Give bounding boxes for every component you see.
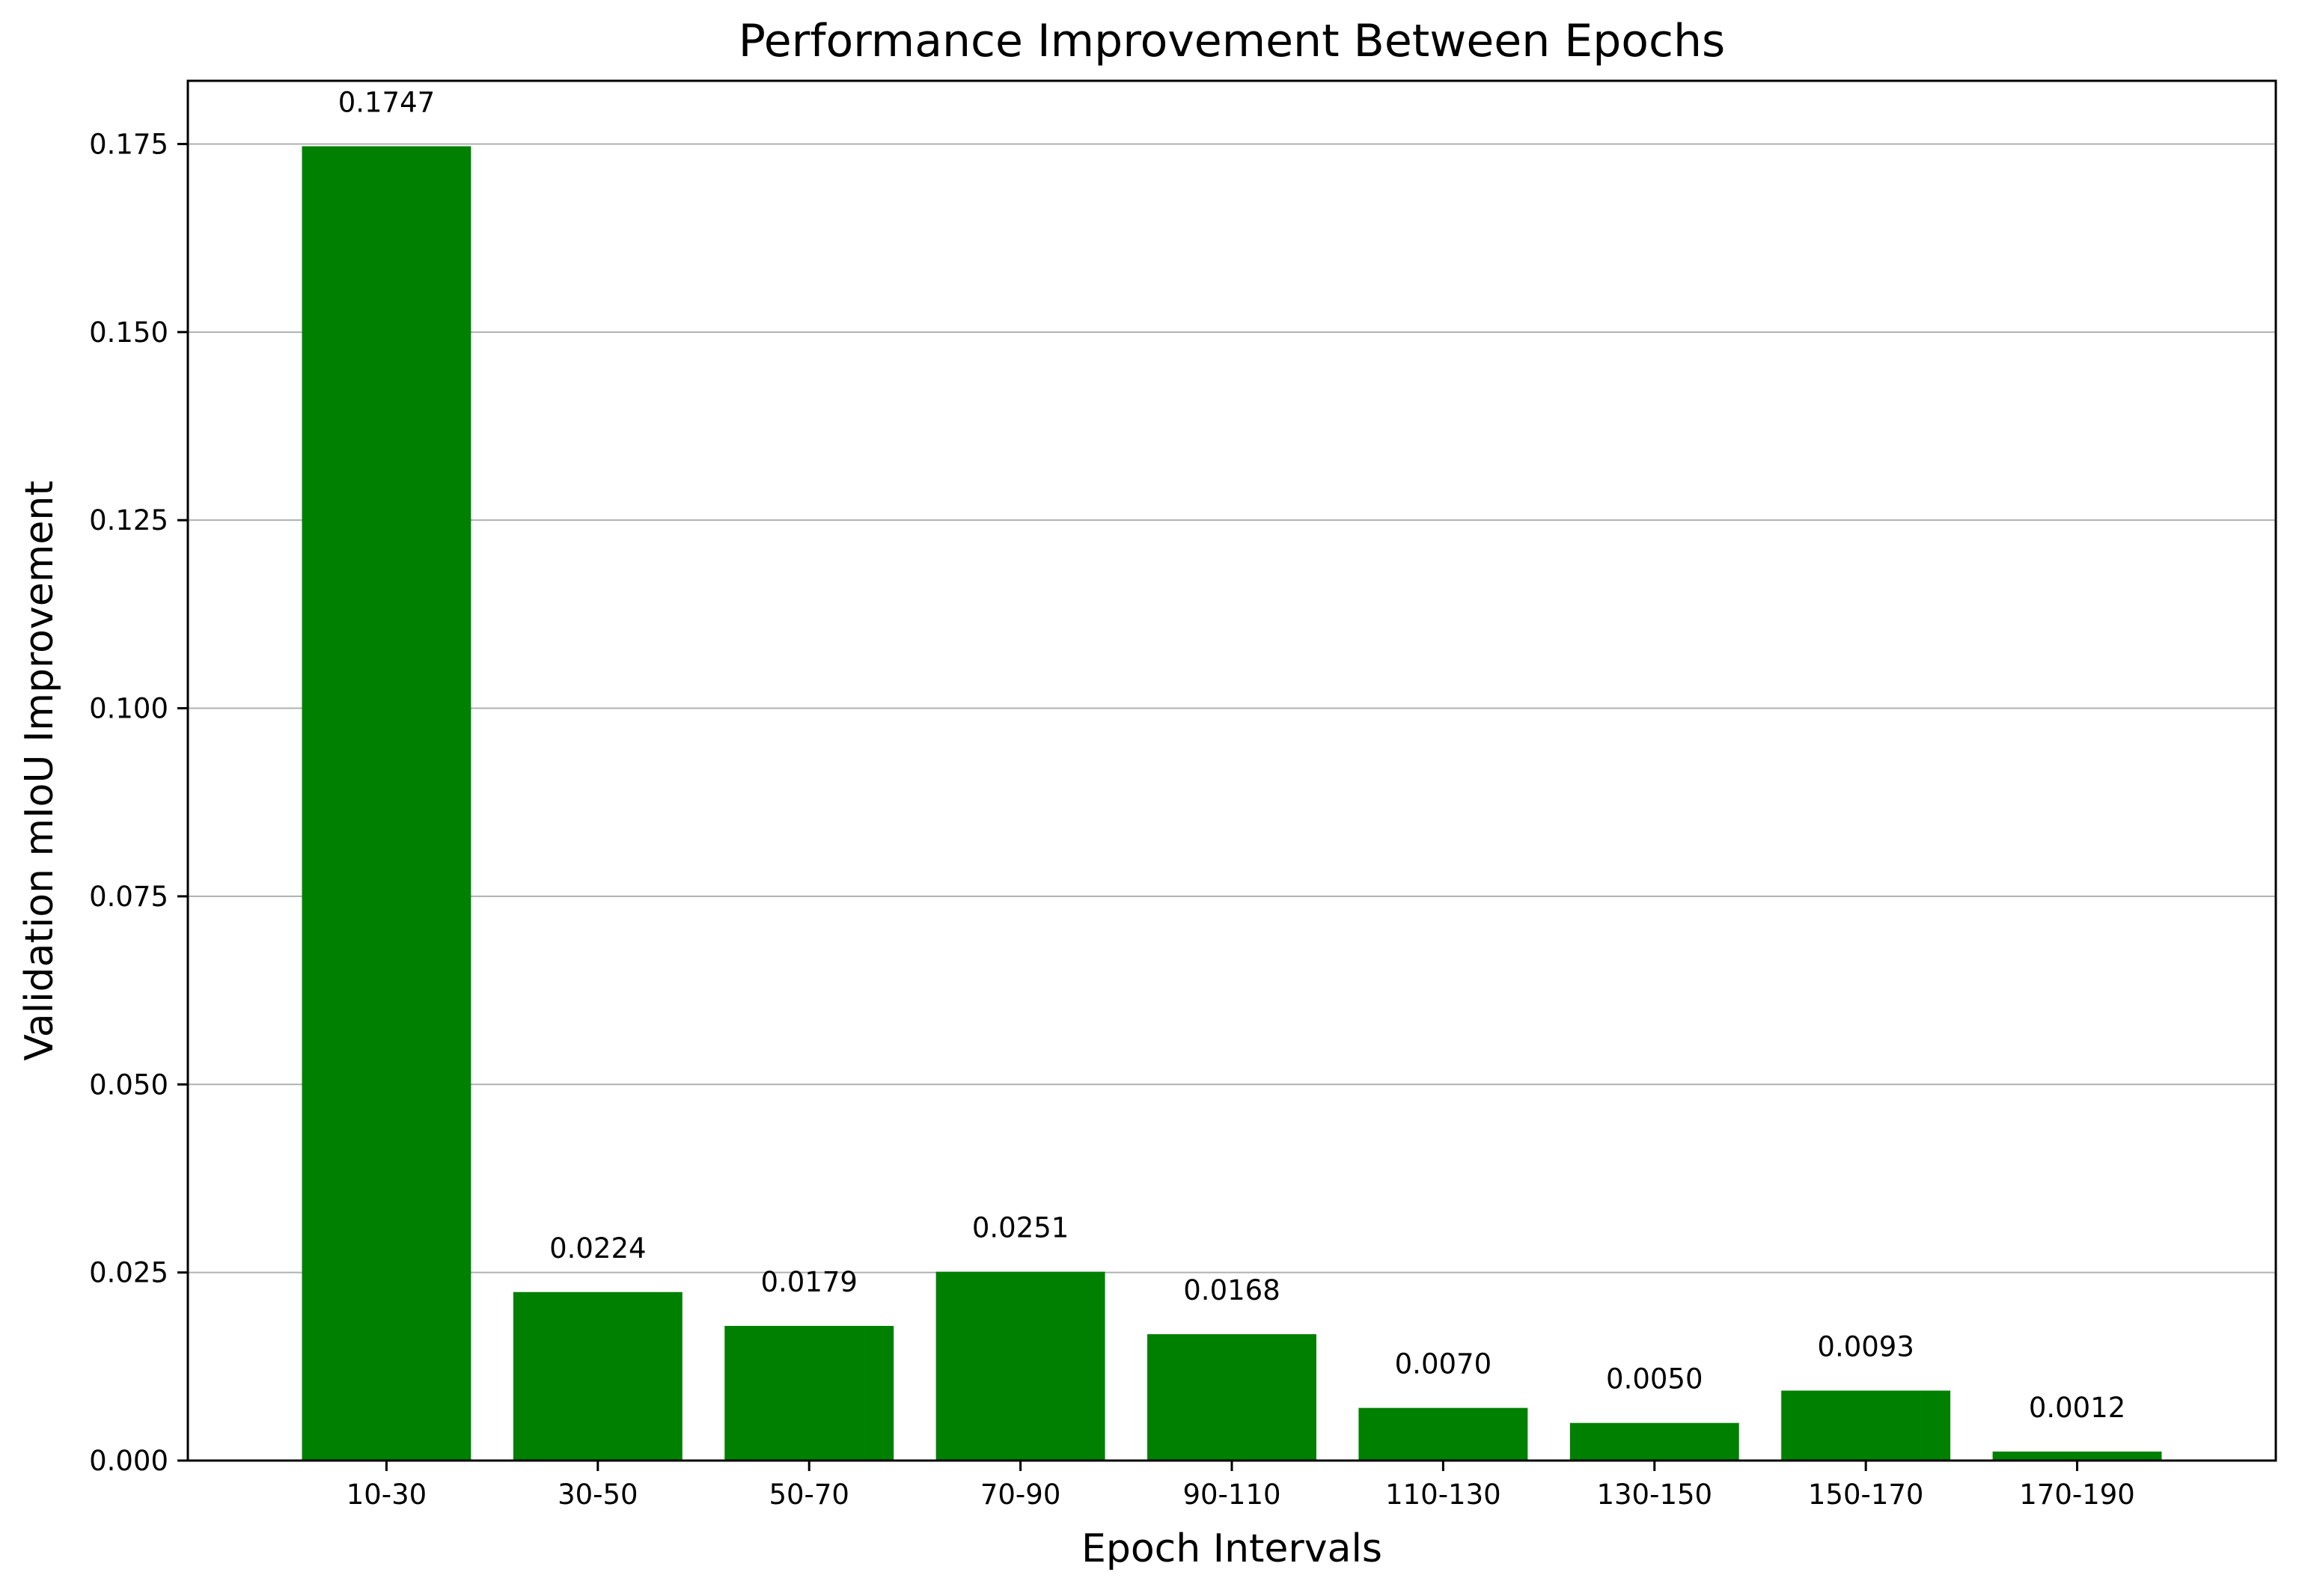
bar-value-label: 0.0224: [549, 1232, 646, 1265]
bar-value-label: 0.0251: [972, 1212, 1069, 1244]
gridlines: [188, 143, 2276, 1274]
bar-170-190: [1992, 1451, 2162, 1461]
bar-value-label: 0.0050: [1606, 1363, 1703, 1395]
bar-50-70: [724, 1326, 894, 1461]
y-tick-label: 0.050: [89, 1068, 168, 1101]
x-tick-label: 50-70: [769, 1479, 849, 1511]
bars: [302, 146, 2162, 1461]
bar-value-label: 0.0012: [2029, 1392, 2125, 1424]
y-tick-label: 0.150: [89, 317, 168, 349]
y-tick-label: 0.100: [89, 693, 168, 725]
x-tick-label: 70-90: [980, 1479, 1061, 1511]
bar-value-label: 0.0070: [1395, 1348, 1492, 1381]
bar-30-50: [513, 1291, 683, 1461]
bar-value-label: 0.0093: [1817, 1330, 1914, 1363]
x-axis-label: Epoch Intervals: [1081, 1526, 1382, 1571]
bar-value-label: 0.1747: [338, 86, 435, 118]
y-axis-label: Validation mIoU Improvement: [17, 480, 62, 1061]
bar-130-150: [1569, 1422, 1739, 1461]
y-tick-label: 0.075: [89, 881, 168, 913]
bar-10-30: [302, 146, 471, 1461]
bar-70-90: [935, 1271, 1105, 1461]
bar-150-170: [1781, 1390, 1951, 1461]
x-axis-ticks: 10-30 30-50 50-70 70-90 90-110 110-130 130-150…: [346, 1461, 2135, 1511]
bar-value-label: 0.0168: [1183, 1274, 1280, 1306]
x-tick-label: 30-50: [558, 1479, 638, 1511]
y-tick-label: 0.175: [89, 128, 168, 160]
y-tick-label: 0.125: [89, 504, 168, 536]
y-tick-label: 0.000: [89, 1445, 168, 1477]
y-axis-ticks: 0.000 0.025 0.050 0.075 0.100 0.125 0.150 0.175: [89, 128, 188, 1477]
bar-value-label: 0.0179: [760, 1266, 857, 1298]
bar-90-110: [1147, 1334, 1316, 1461]
chart-title: Performance Improvement Between Epochs: [739, 15, 1726, 67]
x-tick-label: 150-170: [1808, 1479, 1924, 1511]
x-tick-label: 90-110: [1182, 1479, 1280, 1511]
bar-value-labels: 0.1747 0.0224 0.0179 0.0251 0.0168 0.0070 0.00…: [338, 86, 2126, 1423]
x-tick-label: 170-190: [2019, 1479, 2135, 1511]
x-tick-label: 130-150: [1596, 1479, 1712, 1511]
bar-110-130: [1358, 1407, 1528, 1461]
x-tick-label: 10-30: [346, 1479, 427, 1511]
x-tick-label: 110-130: [1385, 1479, 1501, 1511]
y-tick-label: 0.025: [89, 1257, 168, 1289]
